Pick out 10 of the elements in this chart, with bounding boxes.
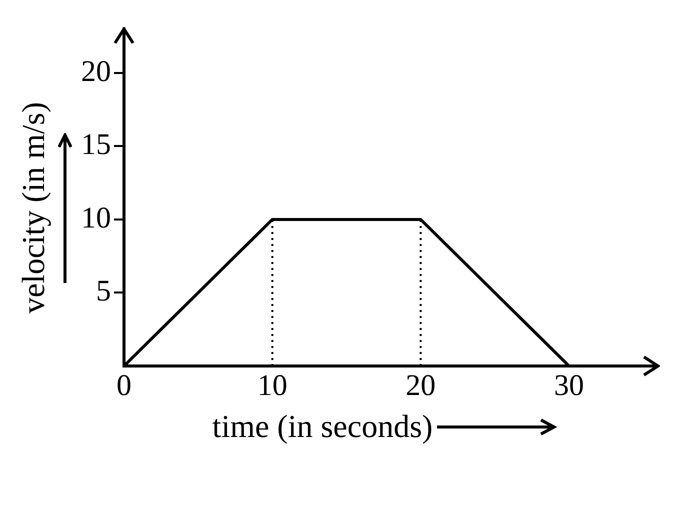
x-tick-label: 20 — [406, 368, 436, 402]
y-tick-label: 15 — [81, 128, 111, 162]
y-tick-label: 10 — [81, 201, 111, 234]
x-axis-title: time (in seconds) — [212, 408, 433, 445]
x-tick-label: 0 — [116, 368, 132, 402]
y-tick-label: 5 — [96, 274, 111, 308]
y-tick-label: 20 — [81, 54, 111, 88]
y-axis-title: velocity (in m/s) — [14, 102, 52, 314]
x-tick-label: 10 — [257, 368, 288, 402]
x-tick-label: 30 — [554, 368, 584, 402]
